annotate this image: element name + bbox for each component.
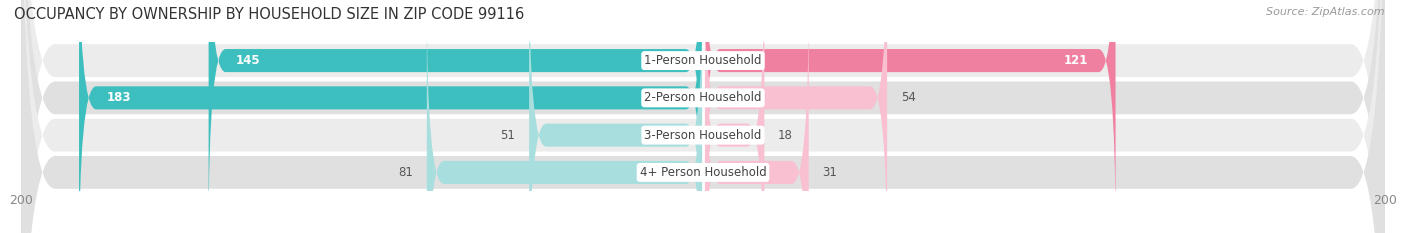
Text: 145: 145: [236, 54, 260, 67]
FancyBboxPatch shape: [703, 0, 808, 233]
FancyBboxPatch shape: [703, 0, 887, 233]
Text: 121: 121: [1064, 54, 1088, 67]
Text: 54: 54: [901, 91, 915, 104]
FancyBboxPatch shape: [703, 0, 1115, 233]
Text: 2-Person Household: 2-Person Household: [644, 91, 762, 104]
FancyBboxPatch shape: [703, 0, 765, 233]
Text: 4+ Person Household: 4+ Person Household: [640, 166, 766, 179]
FancyBboxPatch shape: [208, 0, 703, 233]
FancyBboxPatch shape: [79, 0, 703, 233]
Text: 18: 18: [778, 129, 793, 142]
Text: 31: 31: [823, 166, 837, 179]
Text: Source: ZipAtlas.com: Source: ZipAtlas.com: [1267, 7, 1385, 17]
Text: 81: 81: [398, 166, 413, 179]
Text: OCCUPANCY BY OWNERSHIP BY HOUSEHOLD SIZE IN ZIP CODE 99116: OCCUPANCY BY OWNERSHIP BY HOUSEHOLD SIZE…: [14, 7, 524, 22]
FancyBboxPatch shape: [21, 0, 1385, 233]
Text: 3-Person Household: 3-Person Household: [644, 129, 762, 142]
FancyBboxPatch shape: [529, 0, 703, 233]
Text: 51: 51: [501, 129, 516, 142]
FancyBboxPatch shape: [21, 0, 1385, 233]
FancyBboxPatch shape: [21, 0, 1385, 233]
Text: 183: 183: [107, 91, 131, 104]
Text: 1-Person Household: 1-Person Household: [644, 54, 762, 67]
FancyBboxPatch shape: [21, 0, 1385, 233]
FancyBboxPatch shape: [427, 0, 703, 233]
